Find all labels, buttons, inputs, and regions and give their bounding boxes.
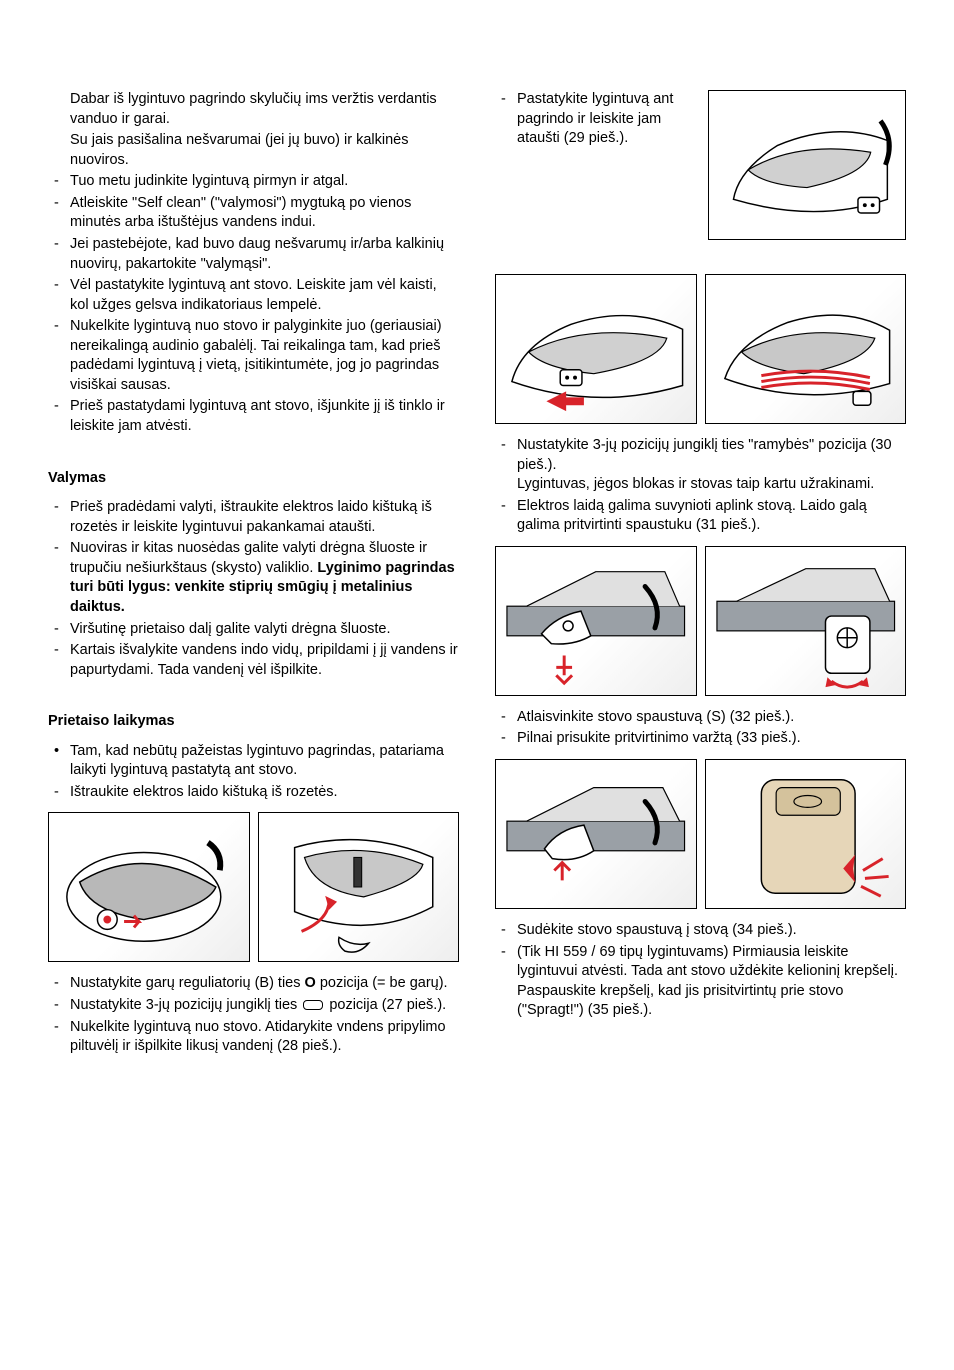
figure-row-r3 <box>495 759 906 909</box>
right-list-1: Nustatykite 3-jų pozicijų jungiklį ties … <box>495 436 906 536</box>
list-item: Vėl pastatykite lygintuvą ant stovo. Lei… <box>48 276 459 315</box>
list-item: Nustatykite 3-jų pozicijų jungiklį ties … <box>495 436 906 495</box>
list-item: (Tik HI 559 / 69 tipų lygintuvams) Pirmi… <box>495 943 906 1021</box>
item-post: pozicija (= be garų). <box>316 975 448 991</box>
list-item: Pastatykite lygintuvą ant pagrindo ir le… <box>495 90 906 149</box>
list-item: Elektros laidą galima suvynioti aplink s… <box>495 497 906 536</box>
list-item: Atlaisvinkite stovo spaustuvą (S) (32 pi… <box>495 708 906 728</box>
list-item: Ištraukite elektros laido kištuką iš roz… <box>48 783 459 803</box>
item-pre: Nustatykite 3-jų pozicijų jungiklį ties <box>70 997 301 1013</box>
valymas-list: Prieš pradėdami valyti, ištraukite elekt… <box>48 498 459 680</box>
intro-paragraph-2: Su jais pasišalina nešvarumai (jei jų bu… <box>70 131 459 170</box>
two-column-layout: Dabar iš lygintuvo pagrindo skylučių ims… <box>48 90 906 1059</box>
list-item: Nustatykite 3-jų pozicijų jungiklį ties … <box>48 996 459 1016</box>
figure-32 <box>495 546 697 696</box>
list-item: Jei pastebėjote, kad buvo daug nešvarumų… <box>48 235 459 274</box>
list-item: Prieš pastatydami lygintuvą ant stovo, i… <box>48 397 459 436</box>
figure-row-r1 <box>495 274 906 424</box>
first-block: Pastatykite lygintuvą ant pagrindo ir le… <box>495 90 906 246</box>
right-column: Pastatykite lygintuvą ant pagrindo ir le… <box>495 90 906 1059</box>
list-item: Tam, kad nebūtų pažeistas lygintuvo pagr… <box>48 742 459 781</box>
list-item: Viršutinę prietaiso dalį galite valyti d… <box>48 620 459 640</box>
figure-34 <box>495 759 697 909</box>
right-first-list: Pastatykite lygintuvą ant pagrindo ir le… <box>495 90 906 149</box>
valymas-heading: Valymas <box>48 469 459 489</box>
intro-paragraph-1: Dabar iš lygintuvo pagrindo skylučių ims… <box>70 90 459 129</box>
figure-30 <box>495 274 697 424</box>
right-list-3: Sudėkite stovo spaustuvą į stovą (34 pie… <box>495 921 906 1021</box>
list-item: Sudėkite stovo spaustuvą į stovą (34 pie… <box>495 921 906 941</box>
list-item: Pilnai prisukite pritvirtinimo varžtą (3… <box>495 729 906 749</box>
item-bold: O <box>305 975 316 991</box>
top-instruction-list: Tuo metu judinkite lygintuvą pirmyn ir a… <box>48 172 459 436</box>
list-item: Nustatykite garų reguliatorių (B) ties O… <box>48 974 459 994</box>
list-item: Nukelkite lygintuvą nuo stovo ir palygin… <box>48 317 459 395</box>
laikymas-after-fig-list: Nustatykite garų reguliatorių (B) ties O… <box>48 974 459 1056</box>
mode-icon <box>303 1000 323 1010</box>
item-post: pozicija (27 pieš.). <box>325 997 446 1013</box>
list-item: Atleiskite "Self clean" ("valymosi") myg… <box>48 194 459 233</box>
figure-35 <box>705 759 907 909</box>
figure-row-r2 <box>495 546 906 696</box>
laikymas-dot-list: Tam, kad nebūtų pažeistas lygintuvo pagr… <box>48 742 459 781</box>
list-item: Nukelkite lygintuvą nuo stovo. Atidaryki… <box>48 1018 459 1057</box>
figure-row-left <box>48 812 459 962</box>
laikymas-dash-list: Ištraukite elektros laido kištuką iš roz… <box>48 783 459 803</box>
item-pre: Nustatykite garų reguliatorių (B) ties <box>70 975 305 991</box>
list-item: Tuo metu judinkite lygintuvą pirmyn ir a… <box>48 172 459 192</box>
list-item: Prieš pradėdami valyti, ištraukite elekt… <box>48 498 459 537</box>
list-item: Kartais išvalykite vandens indo vidų, pr… <box>48 641 459 680</box>
figure-27 <box>48 812 250 962</box>
list-item: Nuoviras ir kitas nuosėdas galite valyti… <box>48 539 459 617</box>
left-column: Dabar iš lygintuvo pagrindo skylučių ims… <box>48 90 459 1059</box>
figure-33 <box>705 546 907 696</box>
laikymas-heading: Prietaiso laikymas <box>48 712 459 732</box>
figure-31 <box>705 274 907 424</box>
figure-28 <box>258 812 460 962</box>
right-list-2: Atlaisvinkite stovo spaustuvą (S) (32 pi… <box>495 708 906 749</box>
